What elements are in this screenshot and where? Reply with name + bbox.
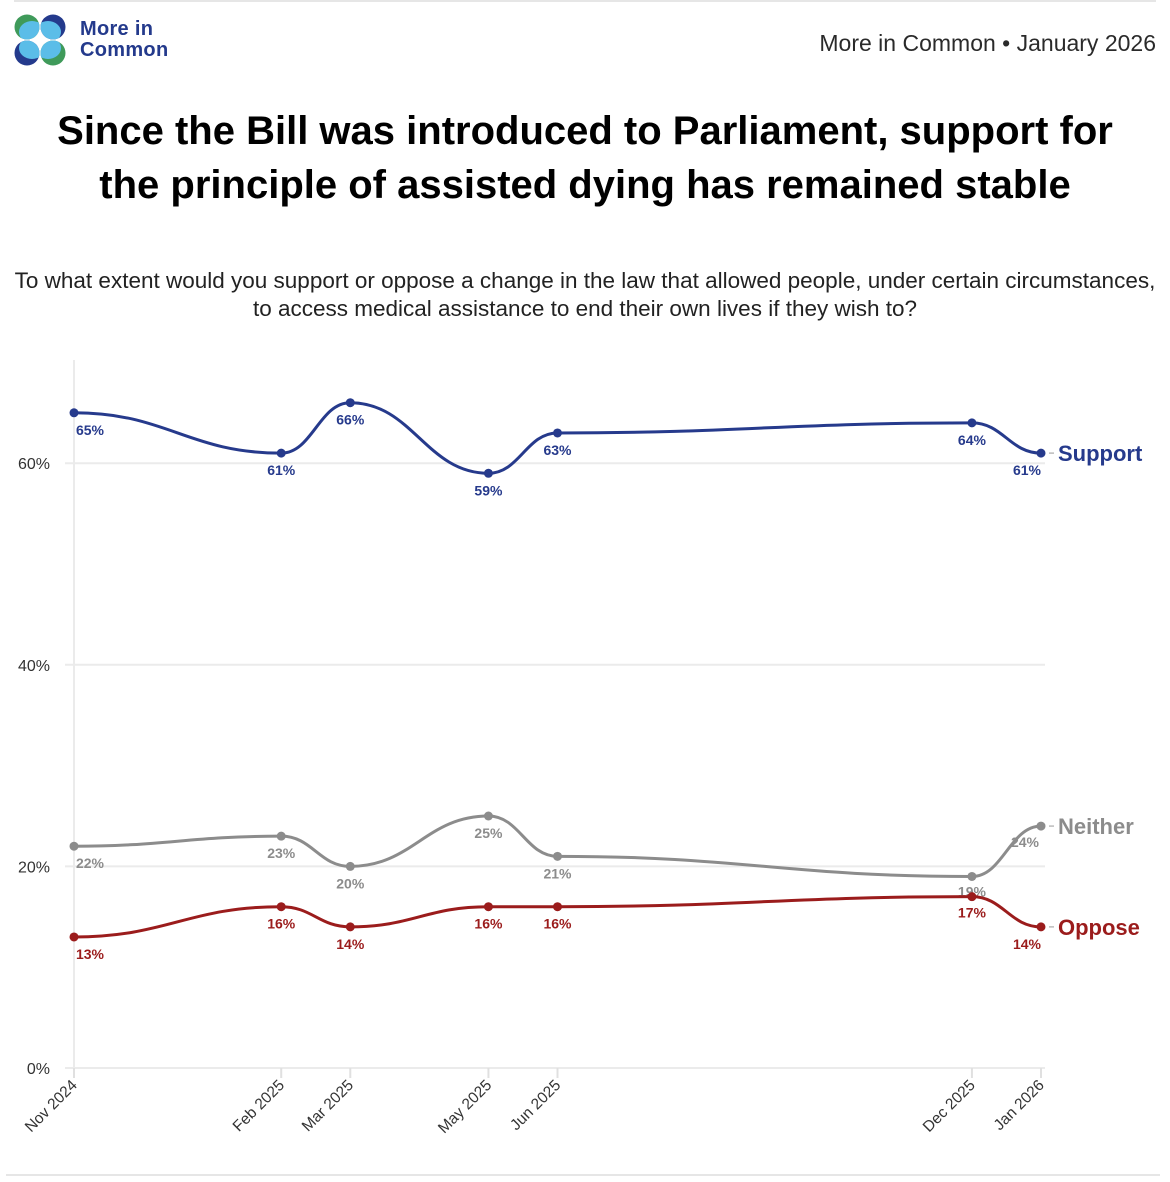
series-label-support: Support bbox=[1058, 441, 1143, 466]
data-label: 61% bbox=[267, 462, 296, 478]
data-label: 16% bbox=[474, 916, 503, 932]
more-in-common-logo: More in Common bbox=[14, 14, 168, 66]
data-label: 17% bbox=[958, 905, 987, 921]
data-point bbox=[1036, 448, 1046, 458]
data-point bbox=[967, 418, 977, 428]
x-tick-label: Mar 2025 bbox=[299, 1077, 357, 1135]
data-label: 66% bbox=[336, 412, 365, 428]
data-label: 61% bbox=[1013, 462, 1042, 478]
data-label: 24% bbox=[1011, 834, 1040, 850]
data-label: 21% bbox=[543, 865, 572, 881]
data-point bbox=[483, 811, 493, 821]
data-point bbox=[553, 902, 562, 912]
data-point bbox=[1036, 821, 1046, 831]
data-point bbox=[553, 428, 562, 438]
data-label: 16% bbox=[267, 916, 296, 932]
source-date-line: More in Common • January 2026 bbox=[819, 30, 1156, 56]
logo-text-line1: More in bbox=[80, 18, 154, 40]
data-label: 14% bbox=[1013, 936, 1042, 952]
data-label: 65% bbox=[76, 422, 105, 438]
y-tick-label: 60% bbox=[18, 456, 50, 473]
data-point bbox=[69, 841, 79, 851]
y-tick-label: 0% bbox=[27, 1061, 50, 1078]
data-label: 64% bbox=[958, 432, 987, 448]
x-tick-label: Feb 2025 bbox=[230, 1077, 288, 1135]
data-point bbox=[276, 831, 286, 841]
series-label-neither: Neither bbox=[1058, 814, 1134, 839]
data-point bbox=[69, 408, 79, 418]
data-point bbox=[69, 932, 79, 942]
logo-mark-icon bbox=[14, 14, 66, 66]
data-point bbox=[276, 448, 286, 458]
x-tick-label: Jun 2025 bbox=[507, 1077, 564, 1134]
data-point bbox=[276, 902, 286, 912]
x-tick-label: Jan 2026 bbox=[991, 1077, 1048, 1134]
data-label: 22% bbox=[76, 855, 105, 871]
logo-text-line2: Common bbox=[80, 39, 169, 61]
logo-text: More in Common bbox=[80, 19, 168, 61]
x-tick-label: Nov 2024 bbox=[22, 1077, 81, 1136]
data-label: 59% bbox=[474, 482, 503, 498]
chart-title: Since the Bill was introduced to Parliam… bbox=[57, 109, 1113, 207]
series-oppose: 13% 16% 14% 16% 16% 17% 14% Oppose bbox=[69, 892, 1140, 962]
data-label: 20% bbox=[336, 875, 365, 891]
series-line-neither bbox=[73, 814, 1042, 878]
data-point bbox=[967, 871, 977, 881]
y-tick-label: 40% bbox=[18, 658, 50, 675]
data-point bbox=[1036, 922, 1046, 932]
data-label: 14% bbox=[336, 936, 365, 952]
bottom-divider bbox=[6, 1174, 1160, 1176]
series-label-oppose: Oppose bbox=[1058, 915, 1140, 940]
data-point bbox=[967, 892, 977, 902]
data-label: 25% bbox=[474, 825, 503, 841]
data-point bbox=[483, 902, 493, 912]
data-point bbox=[345, 861, 355, 871]
data-point bbox=[483, 468, 493, 478]
data-label: 63% bbox=[543, 442, 572, 458]
x-tick-label: Dec 2025 bbox=[920, 1077, 979, 1136]
chart-subtitle: To what extent would you support or oppo… bbox=[14, 268, 1156, 321]
top-divider bbox=[14, 0, 1156, 2]
y-tick-label: 20% bbox=[18, 859, 50, 876]
data-label: 13% bbox=[76, 946, 105, 962]
data-label: 16% bbox=[543, 916, 572, 932]
data-label: 23% bbox=[267, 845, 296, 861]
data-point bbox=[345, 398, 355, 408]
x-tick-label: May 2025 bbox=[435, 1077, 495, 1137]
data-point bbox=[553, 851, 562, 861]
data-point bbox=[345, 922, 355, 932]
series-support: 65% 61% 66% 59% 63% 64% 61% Support bbox=[69, 398, 1143, 498]
series-neither: 22%23%20%25%21%19%24%Neither bbox=[69, 811, 1134, 899]
